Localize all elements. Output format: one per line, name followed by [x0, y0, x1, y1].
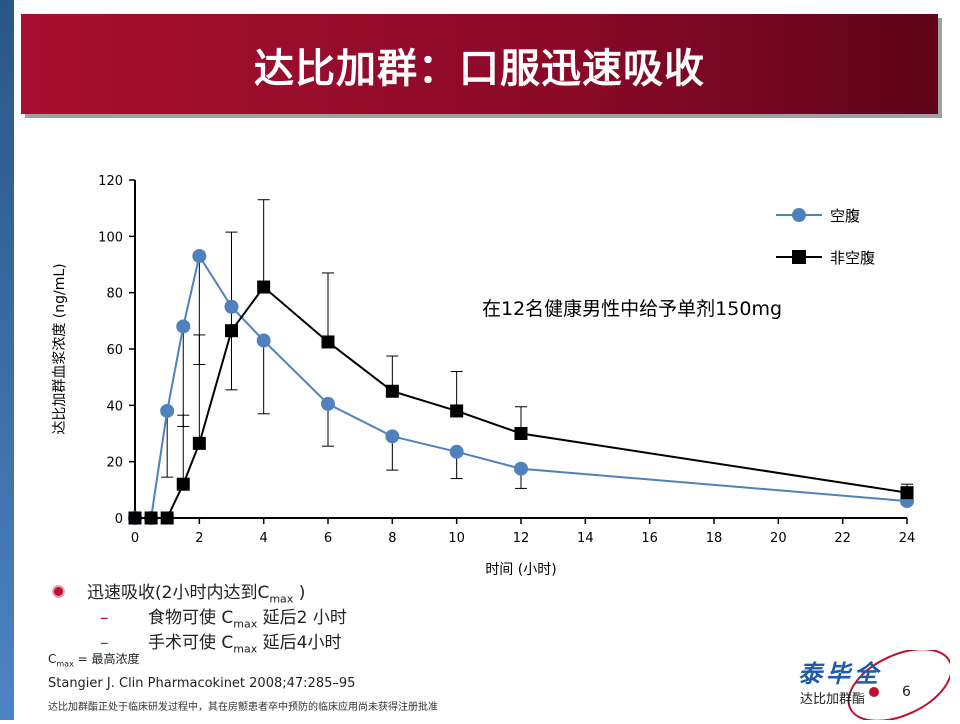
data-point-fasted — [256, 333, 271, 348]
bullet-sub-1: – 食物可使 Cmax 延后2 小时 — [100, 608, 347, 631]
brand-logo: 泰毕全 达比加群酯 6 — [790, 648, 953, 722]
data-point-fed — [321, 335, 335, 349]
data-point-fed — [160, 511, 174, 525]
page-number: 6 — [902, 684, 911, 700]
disclaimer: 达比加群酯正处于临床研发过程中，其在房颤患者卒中预防的临床应用尚未获得注册批准 — [48, 702, 438, 713]
y-tick-label: 40 — [106, 399, 123, 414]
y-tick-label: 120 — [98, 174, 123, 189]
data-point-fed — [176, 477, 190, 491]
x-axis-label: 时间 (小时) — [485, 562, 556, 578]
legend-marker-fed — [792, 250, 806, 264]
x-tick-label: 22 — [834, 531, 851, 546]
data-point-fasted — [449, 444, 464, 459]
data-point-fed — [144, 511, 158, 525]
data-point-fed — [900, 486, 914, 500]
data-point-fasted — [514, 461, 528, 476]
x-tick-label: 16 — [641, 531, 658, 546]
bullet-sub-2: – 手术可使 Cmax 延后4小时 — [100, 633, 342, 656]
x-tick-label: 8 — [388, 531, 396, 546]
data-point-fasted — [176, 319, 191, 334]
cmax-definition: Cmax = 最高浓度 — [48, 652, 140, 669]
data-point-fed — [192, 436, 206, 450]
data-point-fed — [257, 280, 271, 294]
data-point-fasted — [385, 429, 400, 444]
x-tick-label: 0 — [131, 531, 139, 546]
data-point-fed — [385, 384, 399, 398]
x-tick-label: 20 — [770, 531, 787, 546]
legend: 空腹 非空腹 — [776, 207, 875, 267]
data-point-fasted — [160, 403, 175, 418]
bullet-main: 迅速吸收(2小时内达到Cmax ) — [52, 578, 305, 605]
x-tick-label: 18 — [706, 531, 723, 546]
series-line-0 — [135, 253, 908, 519]
data-point-fed — [128, 511, 142, 525]
y-tick-label: 60 — [106, 343, 123, 358]
left-accent-strip — [0, 0, 14, 720]
x-tick-label: 24 — [899, 531, 916, 546]
x-tick-label: 10 — [448, 531, 465, 546]
data-point-fasted — [321, 396, 335, 411]
y-tick-label: 100 — [98, 230, 123, 245]
bullet-icon — [52, 585, 65, 598]
logo-brand-text: 泰毕全 — [798, 660, 882, 688]
x-tick-label: 14 — [577, 531, 594, 546]
logo-swoosh-icon — [847, 648, 953, 722]
x-tick-label: 12 — [513, 531, 530, 546]
legend-marker-fasted — [792, 208, 806, 222]
legend-label-fed: 非空腹 — [830, 249, 875, 267]
y-tick-label: 20 — [106, 456, 123, 471]
y-tick-label: 0 — [115, 512, 123, 527]
reference: Stangier J. Clin Pharmacokinet 2008;47:2… — [48, 676, 356, 691]
data-point-fed — [225, 324, 238, 338]
legend-label-fasted: 空腹 — [830, 207, 860, 225]
y-tick-label: 80 — [106, 287, 123, 302]
data-point-fed — [514, 427, 528, 440]
chart-annotation: 在12名健康男性中给予单剂150mg — [482, 298, 782, 320]
y-axis-label: 达比加群血浆浓度 (ng/mL) — [52, 263, 68, 434]
title-bar: 达比加群：口服迅速吸收 — [21, 14, 938, 114]
x-tick-label: 2 — [195, 531, 203, 546]
data-point-fasted — [224, 299, 239, 314]
data-point-fed — [450, 404, 464, 418]
slide-title: 达比加群：口服迅速吸收 — [254, 46, 705, 92]
data-point-fasted — [192, 249, 207, 264]
x-tick-label: 6 — [324, 531, 332, 546]
logo-generic-text: 达比加群酯 — [800, 692, 866, 707]
x-tick-label: 4 — [260, 531, 268, 546]
